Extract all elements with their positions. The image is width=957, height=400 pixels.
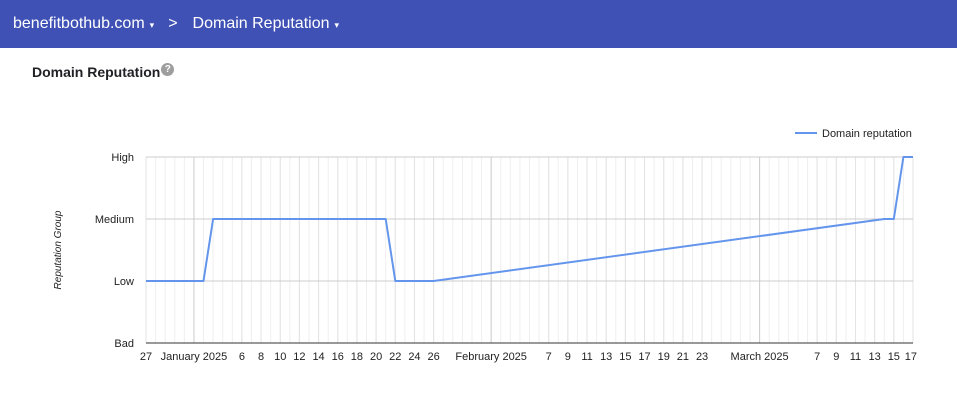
x-tick-label: 9 [833, 351, 839, 363]
y-tick-label: Medium [95, 214, 134, 226]
y-axis-labels: Bad Low Medium High [95, 152, 134, 350]
x-tick-label: March 2025 [731, 351, 789, 363]
x-tick-label: 6 [239, 351, 245, 363]
domain-selector-label: benefitbothub.com [13, 15, 145, 32]
x-axis-labels: 27 January 2025 6 8 10 12 14 16 18 20 22 24 26 Februa… [140, 351, 917, 363]
x-tick-label: 13 [869, 351, 881, 363]
chevron-right-icon: > [168, 15, 178, 32]
chart-series [146, 156, 913, 282]
x-tick-label: 11 [850, 351, 861, 363]
x-tick-label: 9 [565, 351, 571, 363]
x-tick-label: 19 [658, 351, 670, 363]
x-tick-label: 12 [293, 351, 305, 363]
x-tick-label: January 2025 [161, 351, 228, 363]
y-tick-label: Low [114, 276, 134, 288]
y-tick-label: High [111, 152, 134, 164]
chevron-down-icon: ▾ [149, 19, 155, 30]
x-tick-label: 17 [638, 351, 650, 363]
domain-selector[interactable]: benefitbothub.com ▾ [13, 15, 154, 33]
x-tick-label: 20 [370, 351, 382, 363]
x-tick-label: February 2025 [455, 351, 527, 363]
help-icon[interactable]: ? [161, 62, 175, 76]
x-tick-label: 11 [581, 351, 592, 363]
y-tick-label: Bad [114, 338, 134, 350]
series-line [146, 156, 913, 282]
x-tick-label: 13 [600, 351, 612, 363]
page-title-row: Domain Reputation ? [32, 62, 175, 80]
y-axis-title: Reputation Group [53, 210, 64, 289]
x-tick-label: 10 [274, 351, 286, 363]
section-selector-label: Domain Reputation [192, 15, 330, 32]
page-title: Domain Reputation [32, 64, 161, 80]
legend-label: Domain reputation [822, 128, 912, 140]
x-tick-label: 21 [677, 351, 689, 363]
x-tick-label: 15 [619, 351, 631, 363]
x-tick-label: 7 [814, 351, 820, 363]
x-tick-label: 26 [428, 351, 440, 363]
section-selector[interactable]: Domain Reputation ▾ [193, 15, 340, 33]
x-tick-label: 14 [312, 351, 324, 363]
x-tick-label: 23 [696, 351, 708, 363]
x-tick-label: 27 [140, 351, 152, 363]
chart-grid [145, 156, 914, 344]
x-tick-label: 24 [408, 351, 420, 363]
x-tick-label: 7 [546, 351, 552, 363]
x-tick-label: 18 [351, 351, 363, 363]
top-app-bar: benefitbothub.com ▾ > Domain Reputation … [0, 0, 957, 48]
x-tick-label: 22 [389, 351, 401, 363]
x-tick-label: 8 [258, 351, 264, 363]
x-tick-label: 16 [332, 351, 344, 363]
x-tick-label: 15 [888, 351, 900, 363]
chart-legend: Domain reputation [795, 128, 912, 140]
x-tick-label: 17 [905, 351, 917, 363]
chevron-down-icon: ▾ [334, 19, 340, 30]
